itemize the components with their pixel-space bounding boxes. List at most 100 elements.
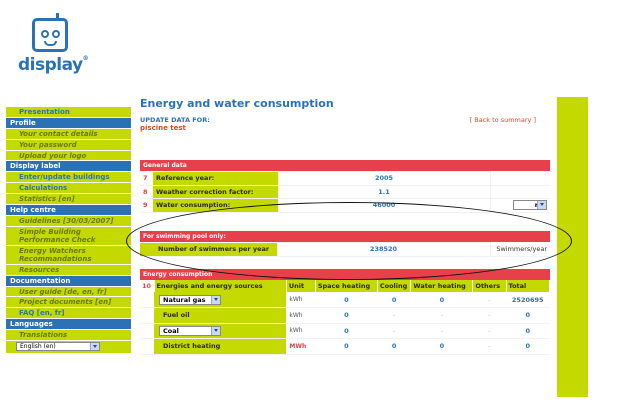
sidebar-item-translations[interactable]: Translations	[6, 330, 131, 342]
sidebar-heading-display-label: Display label	[6, 161, 131, 173]
general-field-input[interactable]: 2005	[277, 171, 491, 186]
energy-source-select[interactable]: Natural gas	[159, 294, 221, 305]
energy-value-cell[interactable]: 0	[377, 338, 411, 355]
column-header-total: Total	[506, 280, 550, 292]
energy-source-select[interactable]: Coal	[159, 325, 221, 336]
sidebar-nav: Presentation Profile Your contact details Y…	[6, 107, 131, 354]
energy-value-cell: -	[410, 323, 473, 339]
energy-source-cell: District heating	[154, 338, 287, 355]
general-data-table: 7 Reference year: 2005 8 Weather correction …	[140, 171, 550, 213]
sidebar-heading-profile: Profile	[6, 117, 131, 129]
column-header-cooling: Cooling	[377, 280, 412, 292]
energy-source-value: Coal	[163, 326, 179, 335]
row-number: 7	[140, 171, 153, 186]
sidebar-item-your-password[interactable]: Your password	[6, 139, 131, 151]
energy-row-number: 10	[140, 280, 155, 292]
energy-row: District heating MWh 0 0 0-0	[140, 338, 550, 355]
row-number: 9	[140, 198, 153, 213]
energy-total: 0	[506, 338, 550, 355]
energy-value-cell: -	[410, 307, 473, 324]
swimmers-label: Number of swimmers per year	[140, 242, 277, 257]
general-field-label: Reference year:	[153, 171, 278, 186]
sidebar-item-simple-building-performance-check[interactable]: Simple Building Performance Check	[6, 226, 131, 246]
general-data-section: General data 7 Reference year: 2005 8 Weathe…	[140, 160, 550, 213]
energy-value-cell: -	[377, 323, 411, 339]
energy-value-cell[interactable]: 0	[315, 323, 378, 339]
page-title: Energy and water consumption	[140, 97, 334, 110]
back-to-summary-link[interactable]: [ Back to summary ]	[469, 116, 536, 124]
energy-value-cell: -	[472, 292, 506, 308]
energy-row: Fuel oil kWh 0- - -0	[140, 307, 550, 324]
row-spacer	[140, 323, 154, 339]
chevron-down-icon[interactable]	[211, 326, 220, 335]
column-header-unit: Unit	[286, 280, 316, 292]
language-select-value: English (en)	[20, 343, 56, 351]
general-unit-cell	[490, 185, 550, 199]
right-decor-strip	[557, 97, 588, 397]
sidebar-item-presentation[interactable]: Presentation	[6, 107, 131, 118]
sidebar-heading-languages: Languages	[6, 319, 131, 331]
energy-source-cell: Fuel oil	[154, 307, 287, 324]
swimmers-input[interactable]: 238520	[276, 242, 491, 257]
row-spacer	[140, 292, 154, 308]
column-header-energies-and-energy-sources: Energies and energy sources	[154, 280, 287, 292]
energy-value-cell[interactable]: 0	[377, 292, 411, 308]
energy-value-cell[interactable]: 0	[315, 338, 378, 355]
update-header: UPDATE DATA FOR: [ Back to summary ]	[140, 116, 550, 124]
swimming-pool-section: For swimming pool only: Number of swimme…	[140, 231, 550, 257]
sidebar-item-project-documents-en[interactable]: Project documents [en]	[6, 297, 131, 309]
energy-total: 0	[506, 323, 550, 339]
energy-table: 10 Energies and energy sources Unit Space h…	[140, 280, 550, 355]
energy-value-cell[interactable]: 0	[410, 338, 473, 355]
sidebar-item-statistics-en[interactable]: Statistics [en]	[6, 194, 131, 206]
energy-value-cell: -	[472, 307, 506, 324]
energy-value-cell[interactable]: 0	[315, 307, 378, 324]
general-field-label: Water consumption:	[153, 198, 278, 213]
chevron-down-icon[interactable]	[211, 295, 220, 304]
energy-unit: kWh	[286, 307, 316, 324]
energy-row: Coal kWh 0- - -0	[140, 323, 550, 339]
sidebar-item-calculations[interactable]: Calculations	[6, 183, 131, 195]
energy-row: Natural gas kWh 0 0 0-2520695	[140, 292, 550, 308]
sidebar-item-enter-update-buildings[interactable]: Enter/update buildings	[6, 172, 131, 184]
row-spacer	[140, 307, 154, 324]
general-data-heading: General data	[140, 160, 550, 171]
sidebar-item-upload-your-logo[interactable]: Upload your logo	[6, 150, 131, 162]
sidebar-item-faq-en-fr[interactable]: FAQ [en, fr]	[6, 308, 131, 320]
energy-total: 0	[506, 307, 550, 324]
swimming-pool-heading: For swimming pool only:	[140, 231, 550, 242]
row-number: 8	[140, 185, 153, 199]
general-field-input[interactable]: 46000	[277, 198, 491, 213]
row-spacer	[140, 338, 154, 355]
language-select[interactable]: English (en)	[16, 342, 100, 352]
swimmers-unit: Swimmers/year	[490, 242, 550, 257]
sidebar-heading-documentation: Documentation	[6, 275, 131, 287]
sidebar-item-user-guide-de-en-fr[interactable]: User guide [de, en, fr]	[6, 286, 131, 298]
energy-consumption-section: Energy consumption 10 Energies and energy…	[140, 269, 550, 355]
sidebar-item-resources[interactable]: Resources	[6, 264, 131, 276]
energy-source-label: District heating	[163, 342, 221, 351]
main-content: Energy and water consumption UPDATE DATA…	[140, 97, 550, 355]
water-unit-select[interactable]: m3	[513, 200, 547, 211]
energy-value-cell[interactable]: 0	[315, 292, 378, 308]
column-header-water-heating: Water heating	[410, 280, 474, 292]
chevron-down-icon[interactable]	[90, 343, 99, 351]
sidebar-item-your-contact-details[interactable]: Your contact details	[6, 128, 131, 140]
sidebar-item-guidelines-30-03-2007[interactable]: Guidelines [30/03/2007]	[6, 215, 131, 227]
column-header-space-heating: Space heating	[315, 280, 378, 292]
language-select-row: English (en)	[6, 341, 131, 354]
general-field-label: Weather correction factor:	[153, 185, 278, 199]
energy-source-value: Natural gas	[163, 295, 206, 304]
sidebar-heading-help-centre: Help centre	[6, 205, 131, 216]
energy-value-cell[interactable]: 0	[410, 292, 473, 308]
general-unit-cell: m3	[490, 198, 550, 213]
general-field-input[interactable]: 1.1	[277, 184, 491, 199]
energy-value-cell: -	[472, 323, 506, 339]
energy-unit: kWh	[286, 323, 316, 339]
display-logo[interactable]: display®	[18, 13, 92, 78]
energy-total: 2520695	[506, 292, 550, 308]
sidebar-item-energy-watchers-recommandations[interactable]: Energy Watchers Recommandations	[6, 245, 131, 265]
chevron-down-icon[interactable]	[537, 201, 546, 210]
logo-wordmark: display®	[18, 55, 89, 75]
general-row: 7 Reference year: 2005	[140, 171, 550, 186]
